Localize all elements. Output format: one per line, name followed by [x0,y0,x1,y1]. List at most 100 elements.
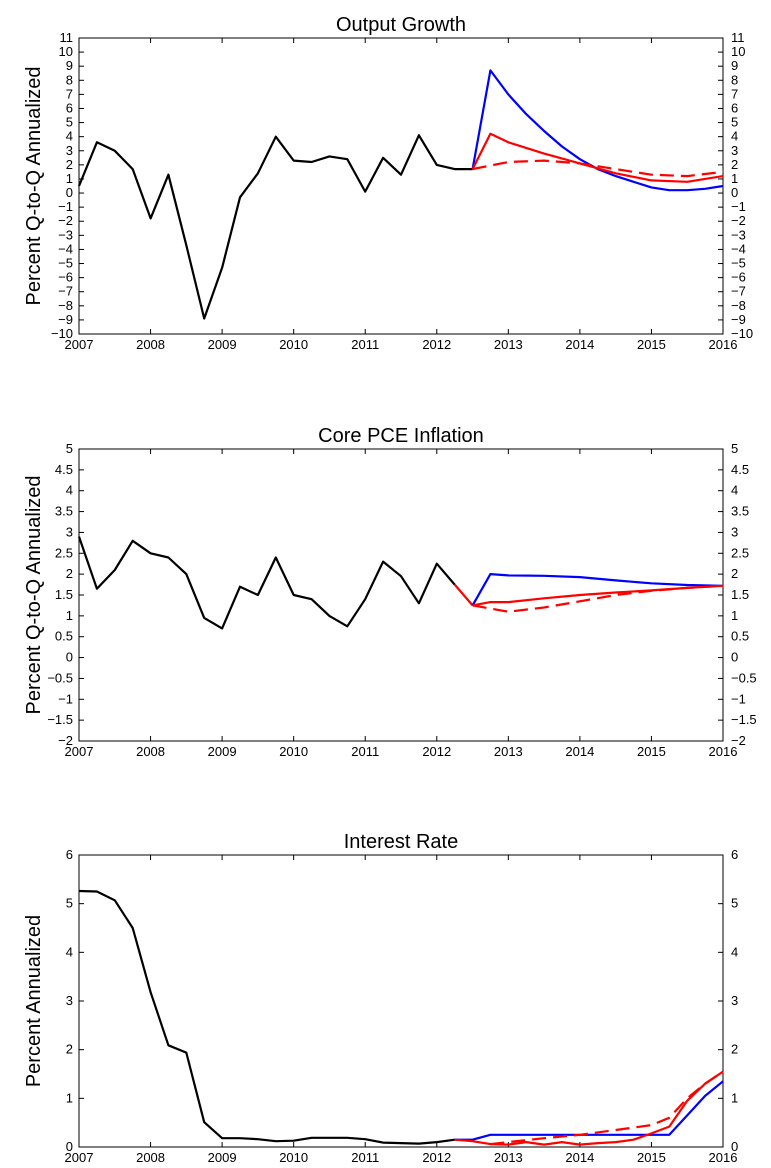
x-tick-label: 2014 [565,744,594,759]
x-tick-label: 2007 [65,337,94,352]
y-tick-label-left: 4 [66,944,73,959]
y-tick-label-right: −4 [731,241,746,256]
x-tick-label: 2013 [494,744,523,759]
y-tick-label-right: 3 [731,993,738,1008]
y-tick-label-left: 3 [66,143,73,158]
y-tick-label-left: −3 [58,227,73,242]
y-tick-label-left: 7 [66,86,73,101]
y-tick-label-right: 3.5 [731,504,749,519]
series-line-1 [78,889,455,1145]
y-tick-label-left: 0 [66,650,73,665]
y-tick-label-right: −2 [731,733,746,748]
y-tick-label-left: 4 [66,483,73,498]
x-tick-label: 2008 [136,337,165,352]
x-tick-label: 2014 [565,337,594,352]
series-line-5 [472,584,724,613]
y-tick-label-right: −2 [731,213,746,228]
y-tick-label-right: −6 [731,270,746,285]
series-line-3 [471,132,724,183]
y-tick-label-left: −9 [58,312,73,327]
y-tick-label-right: 2 [731,566,738,581]
y-tick-label-right: 1.5 [731,587,749,602]
y-tick-label-left: 0 [66,185,73,200]
chart-title: Output Growth [336,14,466,36]
y-tick-label-right: 5 [731,115,738,130]
y-tick-label-left: 1 [66,608,73,623]
x-tick-label: 2010 [279,744,308,759]
y-tick-label-right: 4 [731,944,738,959]
x-tick-label: 2012 [422,1150,451,1165]
y-tick-label-left: 2 [66,1042,73,1057]
y-tick-label-left: −2 [58,733,73,748]
y-tick-label-left: −2 [58,213,73,228]
y-tick-label-left: 1 [66,1090,73,1105]
y-tick-label-right: 7 [731,86,738,101]
x-tick-label: 2009 [208,1150,237,1165]
y-tick-label-right: 4 [731,483,738,498]
y-tick-label-right: 3 [731,143,738,158]
y-tick-label-right: 6 [731,100,738,115]
y-tick-label-left: −5 [58,256,73,271]
y-tick-label-left: 2 [66,157,73,172]
chart-panel-3: Interest Rate Percent Annualized 2007 2008 2… [23,831,738,1165]
x-tick-label: 2011 [351,1150,379,1165]
y-tick-label-right: −1 [731,199,746,214]
y-tick-label-right: −1.5 [731,712,757,727]
x-tick-label: 2013 [494,1150,523,1165]
y-tick-label-right: 2 [731,1042,738,1057]
series-line-2 [453,583,474,607]
series-line-3 [471,572,724,606]
y-tick-label-right: 6 [731,847,738,862]
y-tick-label-left: −1 [58,691,73,706]
chart-title: Interest Rate [344,831,459,853]
y-tick-label-left: −0.5 [47,670,73,685]
y-tick-label-left: −1.5 [47,712,73,727]
y-tick-label-left: 6 [66,847,73,862]
y-axis-label: Percent Annualized [23,915,45,1087]
y-tick-label-left: 1.5 [55,587,73,602]
y-tick-label-right: 2 [731,157,738,172]
y-tick-label-left: 3 [66,993,73,1008]
y-tick-label-right: 1 [731,608,738,623]
y-tick-label-right: 11 [731,30,745,45]
y-tick-label-left: −8 [58,298,73,313]
y-tick-label-right: 10 [731,44,745,59]
y-tick-label-left: 0.5 [55,629,73,644]
y-tick-label-left: 2 [66,566,73,581]
y-tick-label-right: 1 [731,1090,738,1105]
y-tick-label-right: −8 [731,298,746,313]
x-tick-label: 2010 [279,1150,308,1165]
x-tick-label: 2014 [565,1150,594,1165]
series-line-4 [490,1070,724,1146]
y-axis-label: Percent Q-to-Q Annualized [23,66,45,305]
x-tick-label: 2015 [637,337,666,352]
series-line-1 [77,134,473,320]
series-line-2 [454,1080,724,1141]
y-tick-label-left: −10 [51,326,73,341]
y-tick-label-right: −1 [731,691,746,706]
x-tick-label: 2010 [279,337,308,352]
y-tick-label-left: 1 [66,171,73,186]
y-tick-label-right: 0 [731,650,738,665]
plot-frame [78,854,724,1148]
x-tick-label: 2009 [208,337,237,352]
y-tick-label-left: 5 [66,441,73,456]
x-tick-label: 2013 [494,337,523,352]
x-tick-label: 2015 [637,744,666,759]
x-tick-label: 2016 [709,337,738,352]
chart-panel-2: Core PCE Inflation Percent Q-to-Q Annuali… [23,425,757,759]
x-tick-label: 2008 [136,744,165,759]
y-tick-label-left: 9 [66,58,73,73]
y-tick-label-left: −7 [58,284,73,299]
y-tick-label-right: −7 [731,284,746,299]
series-line-3 [454,1070,724,1146]
y-tick-label-right: 0.5 [731,629,749,644]
x-tick-label: 2016 [709,744,738,759]
x-tick-label: 2015 [637,1150,666,1165]
y-tick-label-left: −4 [58,241,73,256]
x-tick-label: 2007 [65,1150,94,1165]
x-tick-label: 2016 [709,1150,738,1165]
y-tick-label-left: −1 [58,199,73,214]
